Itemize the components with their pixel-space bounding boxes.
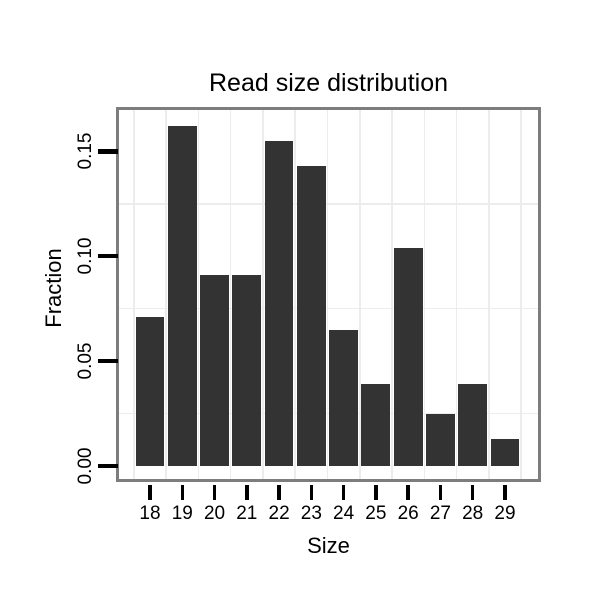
x-tick-24 — [341, 485, 346, 500]
bar-25 — [361, 384, 391, 466]
bar-26 — [393, 247, 423, 466]
x-tick-label: 19 — [171, 503, 193, 524]
plot-area — [119, 110, 538, 479]
x-tick-label: 21 — [236, 503, 258, 524]
bar-23 — [296, 165, 326, 466]
x-tick-26 — [406, 485, 410, 500]
bar-24 — [329, 329, 359, 466]
y-tick-0.15 — [98, 149, 118, 154]
x-tick-27 — [438, 485, 443, 500]
x-tick-22 — [277, 485, 281, 500]
y-tick-0.10 — [98, 253, 118, 259]
bar-27 — [426, 413, 455, 466]
x-tick-25 — [374, 485, 378, 500]
minor-gridline-horizontal — [119, 203, 538, 205]
x-axis-label: Size — [307, 533, 350, 558]
x-tick-21 — [245, 485, 249, 500]
y-tick-0.05 — [98, 358, 118, 364]
bar-29 — [490, 438, 520, 466]
x-tick-18 — [148, 485, 152, 500]
x-tick-28 — [470, 485, 475, 500]
chart-title: Read size distribution — [208, 69, 448, 97]
bar-22 — [264, 140, 294, 466]
y-tick-0.00 — [98, 463, 118, 469]
x-tick-label: 20 — [203, 503, 226, 524]
x-tick-label: 27 — [429, 503, 451, 524]
y-axis-label: Fraction — [41, 248, 66, 328]
minor-gridline-vertical — [423, 110, 426, 479]
minor-gridline-vertical — [488, 110, 490, 479]
bar-19 — [167, 126, 197, 466]
y-tick-label: 0.00 — [75, 447, 96, 485]
x-tick-29 — [503, 485, 507, 500]
x-tick-23 — [309, 485, 314, 500]
minor-gridline-vertical — [229, 110, 232, 479]
bar-28 — [458, 384, 488, 466]
minor-gridline-vertical — [359, 110, 361, 479]
y-tick-label: 0.15 — [75, 132, 96, 170]
minor-gridline-vertical — [133, 110, 135, 479]
bar-18 — [135, 317, 165, 466]
minor-gridline-vertical — [165, 110, 167, 479]
bar-20 — [200, 275, 229, 466]
minor-gridline-vertical — [262, 110, 264, 479]
y-tick-label: 0.10 — [75, 237, 96, 275]
x-tick-label: 23 — [300, 503, 322, 524]
x-tick-label: 29 — [494, 503, 516, 524]
minor-gridline-vertical — [294, 110, 296, 479]
minor-gridline-vertical — [455, 110, 458, 479]
x-tick-20 — [212, 485, 217, 500]
x-tick-label: 25 — [365, 503, 387, 524]
y-tick-label: 0.05 — [75, 342, 96, 380]
x-tick-19 — [180, 485, 185, 500]
bar-21 — [232, 275, 262, 466]
x-tick-label: 26 — [397, 503, 419, 524]
minor-gridline-vertical — [391, 110, 393, 479]
x-tick-label: 18 — [139, 503, 161, 524]
minor-gridline-vertical — [520, 110, 522, 479]
minor-gridline-vertical — [197, 110, 200, 479]
x-tick-label: 24 — [333, 503, 355, 524]
x-tick-label: 22 — [268, 503, 290, 524]
minor-gridline-horizontal — [119, 307, 538, 310]
x-tick-label: 28 — [462, 503, 484, 524]
minor-gridline-horizontal — [119, 412, 538, 415]
minor-gridline-vertical — [326, 110, 329, 479]
